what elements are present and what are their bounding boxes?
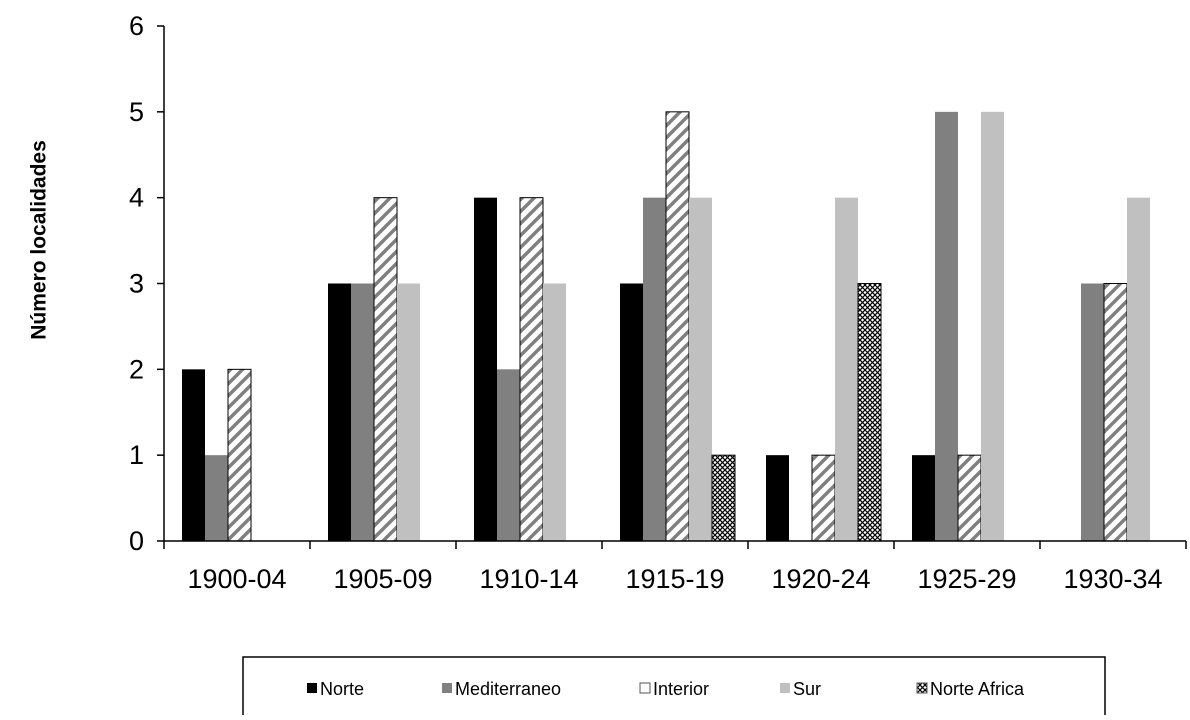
bar-sur-1920-24 <box>835 197 858 541</box>
legend-swatch-sur <box>780 683 790 693</box>
y-tick-label: 2 <box>129 354 144 384</box>
legend-swatch-norte <box>307 683 317 693</box>
x-tick-label: 1910-14 <box>479 564 578 594</box>
y-tick-label: 4 <box>129 183 144 213</box>
bar-interior-1900-04 <box>227 368 252 542</box>
y-tick-label: 3 <box>129 269 144 299</box>
x-tick-label: 1925-29 <box>917 564 1016 594</box>
y-tick-label: 5 <box>129 97 144 127</box>
bar-interior-1905-09 <box>373 197 398 542</box>
legend: Norte Mediterraneo Interior Sur Norte Africa <box>242 656 1106 720</box>
legend-label-mediterraneo: Mediterraneo <box>455 679 561 699</box>
bar-sur-1915-19 <box>689 197 712 541</box>
legend-swatch-mediterraneo <box>442 683 452 693</box>
bar-interior-1915-19 <box>665 111 690 542</box>
y-axis-label: Número localidades <box>28 140 51 340</box>
bar-mediterraneo-1910-14 <box>497 369 520 541</box>
bar-norte-1905-09 <box>328 283 351 541</box>
bar-mediterraneo-1930-34 <box>1081 283 1104 541</box>
legend-label-norte-africa: Norte Africa <box>930 679 1025 699</box>
bar-norte-1915-19 <box>620 283 643 541</box>
bar-mediterraneo-1905-09 <box>351 283 374 541</box>
bar-norte-1925-29 <box>912 455 935 541</box>
x-tick-label: 1905-09 <box>333 564 432 594</box>
bar-norte-1900-04 <box>182 369 205 541</box>
bar-sur-1905-09 <box>397 283 420 541</box>
y-tick-label: 6 <box>129 11 144 41</box>
x-tick-label: 1915-19 <box>625 564 724 594</box>
bar-norte-1920-24 <box>766 455 789 541</box>
bar-sur-1925-29 <box>981 111 1004 541</box>
legend-swatch-norte-africa <box>916 682 928 694</box>
bar-interior-1910-14 <box>519 197 544 542</box>
bar-sur-1910-14 <box>543 283 566 541</box>
legend-label-sur: Sur <box>793 679 821 699</box>
bar-norte-africa-1920-24 <box>857 283 882 542</box>
axes-layer <box>157 25 1187 549</box>
bar-norte-1910-14 <box>474 197 497 541</box>
bar-mediterraneo-1900-04 <box>205 455 228 541</box>
x-tick-label: 1930-34 <box>1063 564 1162 594</box>
bar-norte-africa-1915-19 <box>711 454 736 542</box>
bar-sur-1930-34 <box>1127 197 1150 541</box>
y-tick-label: 1 <box>129 440 144 470</box>
bar-mediterraneo-1915-19 <box>643 197 666 541</box>
legend-label-interior: Interior <box>653 679 709 699</box>
bar-interior-1925-29 <box>957 454 982 542</box>
bars-layer <box>182 111 1150 542</box>
bar-interior-1920-24 <box>811 454 836 542</box>
bar-mediterraneo-1925-29 <box>935 111 958 541</box>
x-tick-label: 1900-04 <box>187 564 286 594</box>
y-tick-labels: 0 1 2 3 4 5 6 <box>129 11 144 556</box>
x-tick-label: 1920-24 <box>771 564 870 594</box>
legend-label-norte: Norte <box>320 679 364 699</box>
legend-box <box>242 656 1106 720</box>
x-tick-labels: 1900-04 1905-09 1910-14 1915-19 1920-24 1925-… <box>187 564 1162 594</box>
legend-swatch-interior <box>639 682 651 694</box>
y-tick-label: 0 <box>129 526 144 556</box>
bar-interior-1930-34 <box>1103 283 1128 542</box>
